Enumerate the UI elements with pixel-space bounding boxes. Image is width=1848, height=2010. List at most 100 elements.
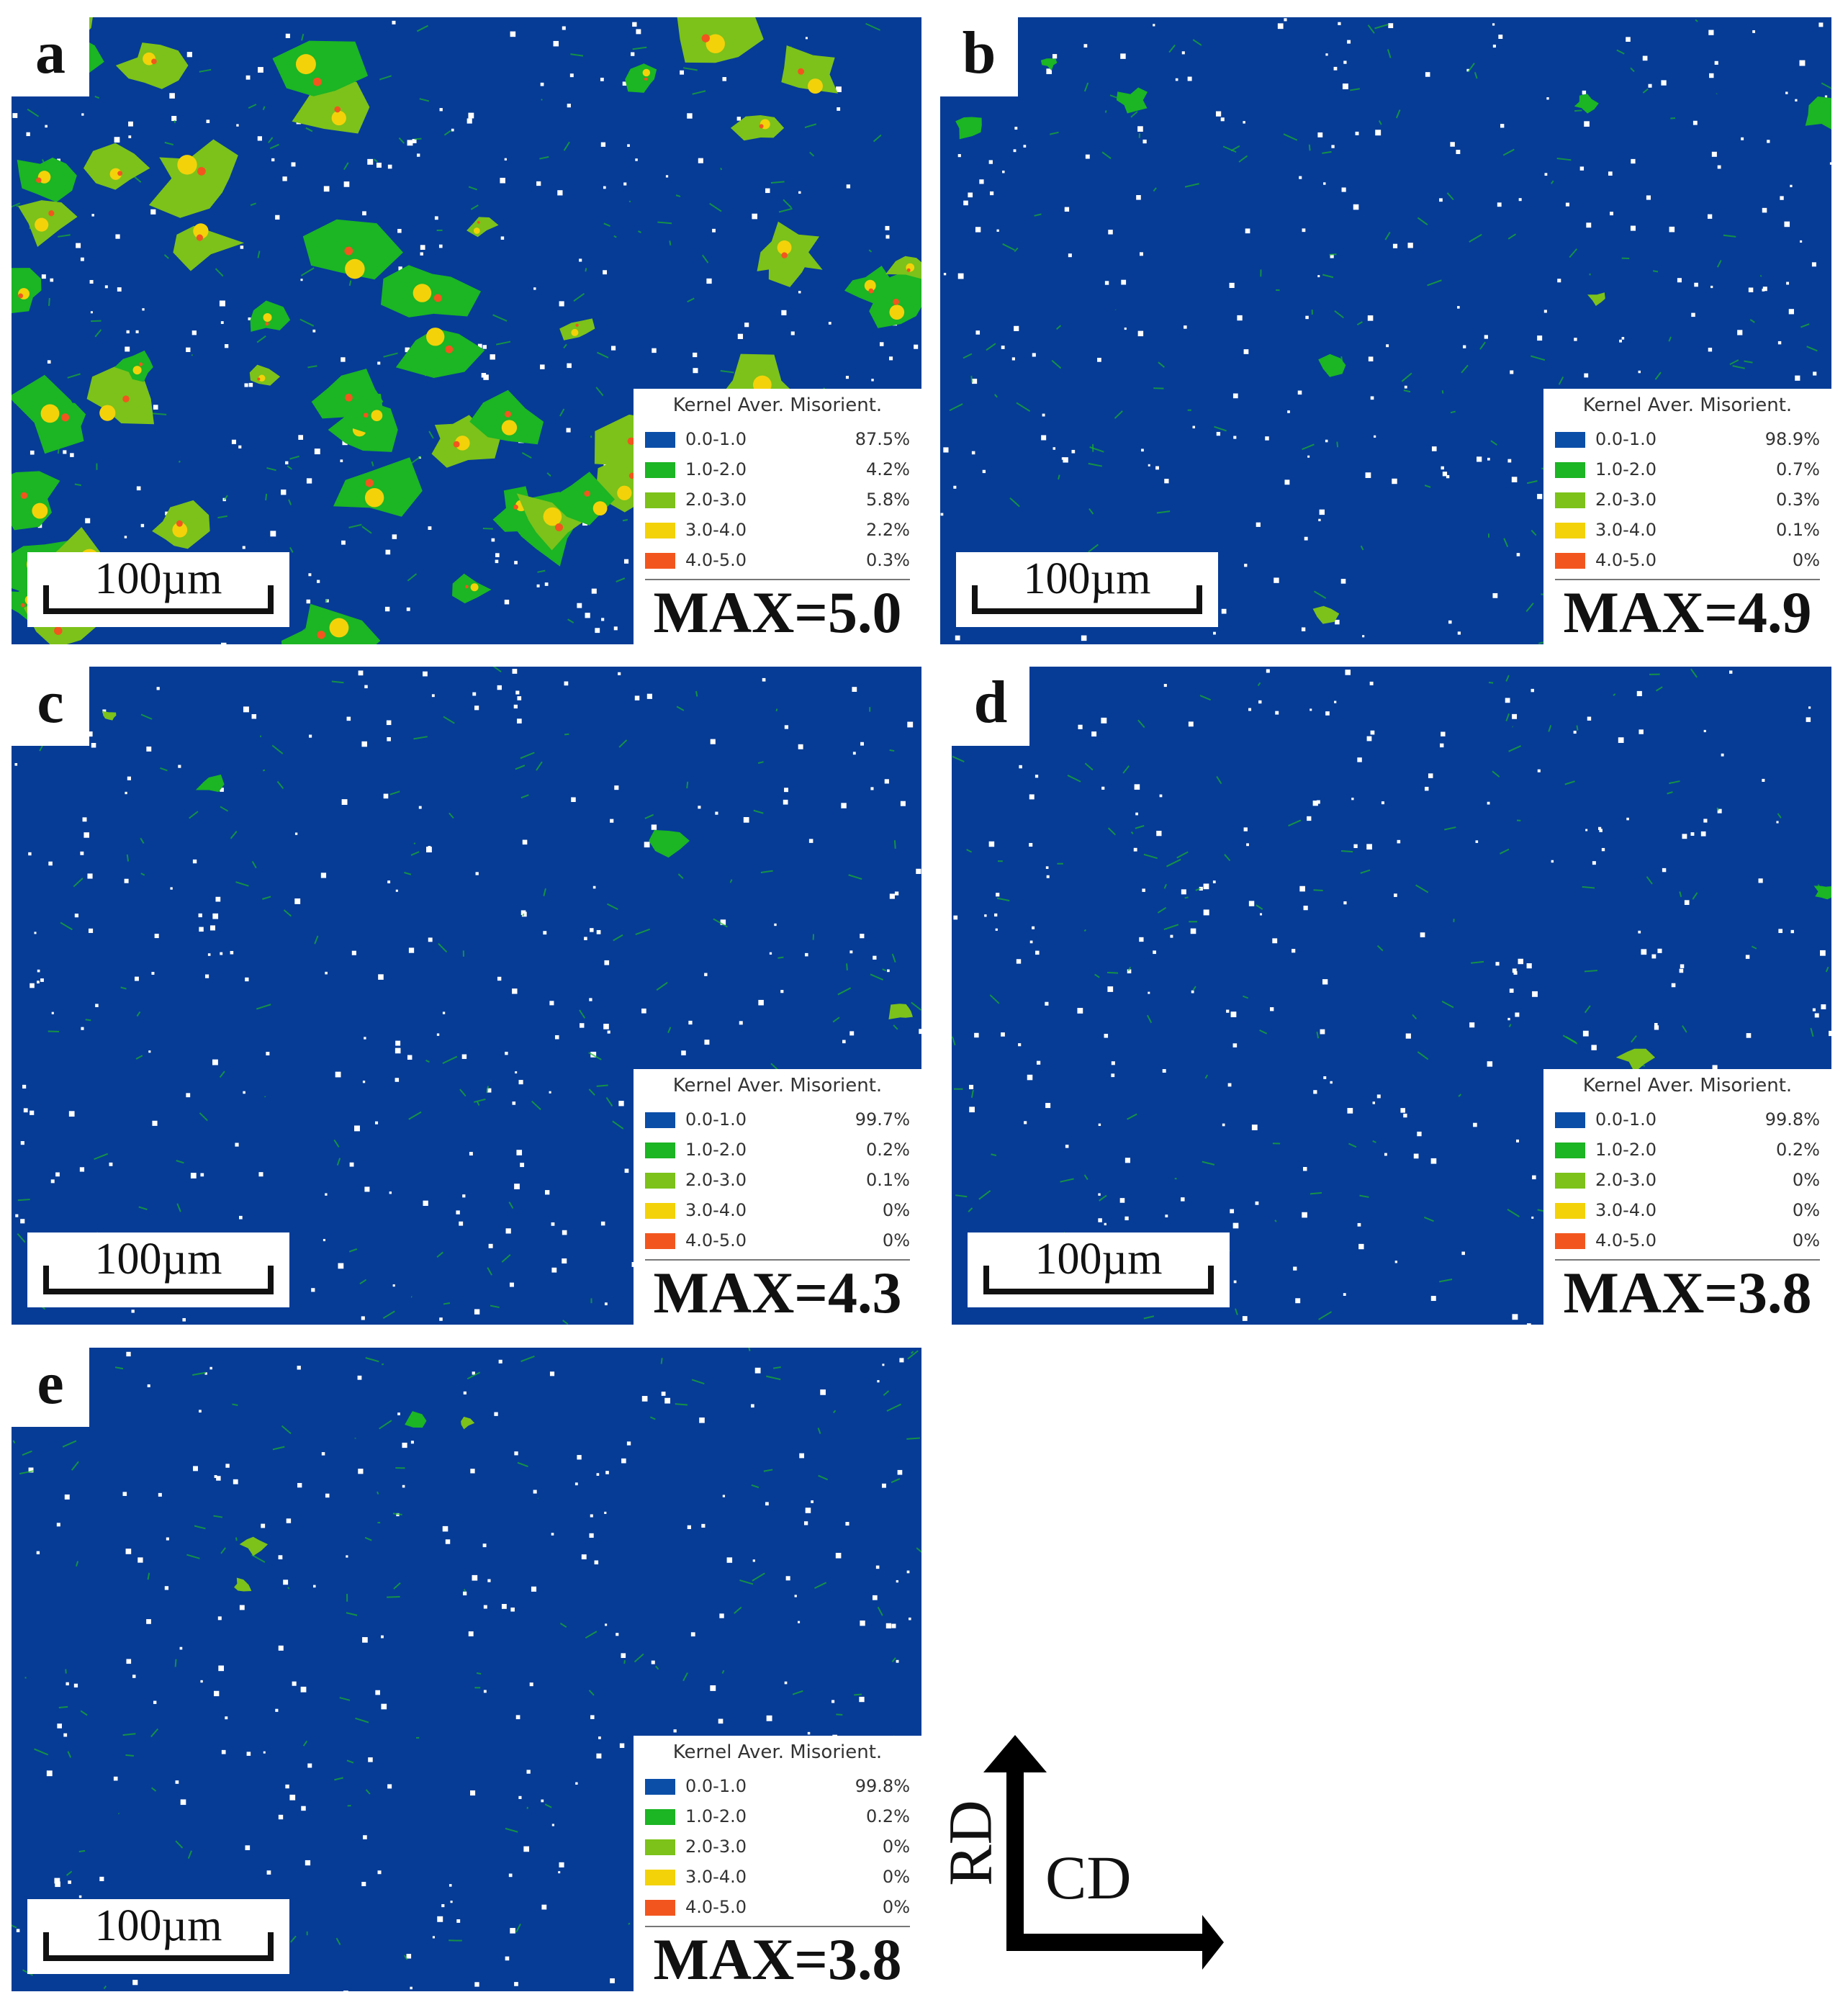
texture-mark <box>627 437 636 446</box>
max-value: MAX=3.8 <box>653 1926 902 1991</box>
texture-mark <box>135 330 139 333</box>
texture-mark <box>441 1903 445 1908</box>
texture-mark <box>1806 346 1818 352</box>
texture-mark <box>531 1100 541 1111</box>
texture-mark <box>30 983 35 988</box>
texture-mark <box>442 1055 458 1065</box>
texture-mark <box>85 518 91 523</box>
texture-mark <box>919 1029 921 1035</box>
rd-arrow <box>983 1735 1047 1951</box>
texture-mark <box>1139 937 1144 942</box>
texture-mark <box>1153 187 1157 192</box>
swatch <box>1555 1203 1585 1219</box>
texture-mark <box>1248 901 1255 906</box>
texture-mark <box>41 274 46 279</box>
texture-mark <box>1184 325 1187 329</box>
texture-mark <box>686 781 689 789</box>
texture-mark <box>1302 1212 1307 1218</box>
texture-mark <box>1084 762 1094 771</box>
texture-mark <box>1143 1315 1155 1320</box>
texture-mark <box>1669 780 1680 785</box>
texture-mark <box>600 1221 605 1226</box>
texture-mark <box>1808 706 1811 709</box>
texture-mark <box>199 1410 202 1413</box>
texture-mark <box>76 1561 79 1567</box>
texture-mark <box>395 889 398 892</box>
texture-mark <box>402 1442 407 1448</box>
texture-mark <box>346 1555 348 1558</box>
texture-mark <box>40 404 60 423</box>
texture-mark <box>1367 315 1374 321</box>
texture-mark <box>1710 285 1713 289</box>
legend-range: 4.0-5.0 <box>685 1897 747 1917</box>
texture-mark <box>23 1108 28 1113</box>
texture-mark <box>63 450 67 454</box>
legend-range: 2.0-3.0 <box>1595 490 1657 510</box>
texture-mark <box>12 471 60 531</box>
texture-mark <box>1014 247 1019 253</box>
texture-mark <box>474 706 479 711</box>
texture-mark <box>994 913 998 917</box>
texture-mark <box>334 106 341 113</box>
scale-tick-right <box>268 585 274 614</box>
texture-mark <box>661 1392 666 1396</box>
texture-mark <box>152 1120 158 1126</box>
texture-mark <box>99 1876 104 1882</box>
texture-mark <box>1019 765 1022 769</box>
texture-mark <box>1141 449 1144 452</box>
texture-mark <box>308 573 312 577</box>
texture-mark <box>1428 773 1433 778</box>
texture-mark <box>78 1849 86 1852</box>
texture-mark <box>1703 819 1708 823</box>
texture-mark <box>1518 198 1522 202</box>
texture-mark <box>805 37 808 40</box>
texture-mark <box>251 1554 266 1563</box>
texture-mark <box>1329 253 1337 256</box>
legend-pct: 0.1% <box>866 1170 910 1190</box>
texture-mark <box>1159 794 1163 798</box>
texture-mark <box>1274 1220 1277 1222</box>
texture-mark <box>470 204 479 210</box>
texture-mark <box>604 1302 608 1306</box>
texture-mark <box>752 1559 755 1562</box>
texture-mark <box>569 73 574 78</box>
texture-mark <box>1135 812 1138 816</box>
texture-mark <box>514 1184 520 1189</box>
texture-mark <box>1667 791 1673 795</box>
texture-mark <box>996 897 1010 902</box>
texture-mark <box>1153 950 1156 955</box>
texture-mark <box>314 935 319 945</box>
texture-mark <box>377 1870 382 1875</box>
texture-mark <box>1101 786 1105 790</box>
texture-mark <box>1233 1280 1237 1284</box>
texture-mark <box>744 323 749 328</box>
texture-mark <box>257 251 261 258</box>
texture-mark <box>1484 335 1488 339</box>
texture-mark <box>45 125 48 128</box>
texture-mark <box>1584 373 1589 378</box>
texture-mark <box>81 1027 84 1030</box>
texture-mark <box>256 1004 271 1010</box>
swatch <box>645 432 675 448</box>
texture-mark <box>1531 1216 1534 1219</box>
texture-mark <box>849 950 853 954</box>
texture-mark <box>1334 310 1344 319</box>
texture-mark <box>1316 800 1320 804</box>
texture-mark <box>963 353 973 359</box>
texture-mark <box>1088 508 1094 515</box>
texture-mark <box>492 314 508 322</box>
texture-mark <box>456 1210 460 1214</box>
texture-mark <box>1232 1043 1238 1047</box>
texture-mark <box>1067 775 1081 783</box>
texture-mark <box>258 374 266 382</box>
texture-mark <box>389 790 400 796</box>
texture-mark <box>443 130 451 136</box>
texture-mark <box>613 934 623 942</box>
texture-mark <box>179 1646 183 1650</box>
texture-mark <box>115 42 189 89</box>
texture-mark <box>37 981 40 984</box>
texture-mark <box>404 871 412 875</box>
texture-mark <box>466 118 472 124</box>
texture-mark <box>940 513 944 516</box>
texture-mark <box>594 1560 599 1565</box>
